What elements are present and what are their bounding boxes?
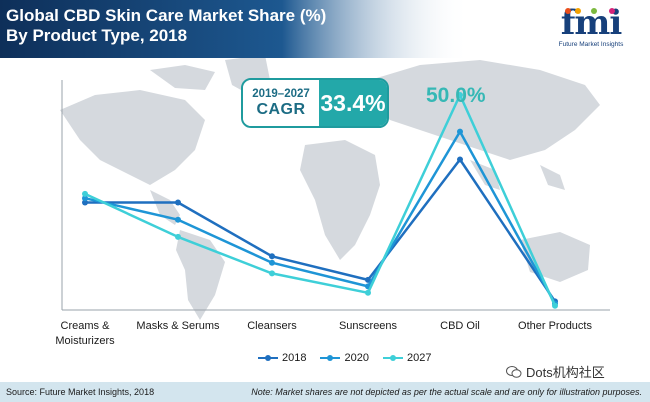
legend-swatch-2018 (258, 354, 278, 362)
series-line-2027 (84, 93, 557, 307)
point-2018-cleansers (269, 253, 275, 260)
x-tick-line: Sunscreens (338, 320, 398, 332)
x-tick-masks-serums: Masks & Serums (136, 319, 219, 334)
logo-mark: fmi (550, 6, 632, 40)
cagr-value: 33.4% (319, 80, 387, 126)
series-line-2018 (85, 158, 557, 303)
point-2027-sunscreens (365, 289, 371, 296)
point-2018-sunscreens (365, 276, 371, 283)
point-2027-masks-serums (175, 233, 181, 240)
legend-item-2018: 2018 (258, 352, 306, 364)
footer-bar: Source: Future Market Insights, 2018 Not… (0, 382, 650, 402)
x-tick-other-products: Other Products (518, 319, 592, 334)
watermark-text: Dots机构社区 (526, 365, 605, 380)
chart-header: Global CBD Skin Care Market Share (%) By… (6, 6, 326, 46)
x-tick-creams-moisturizers: Creams & Moisturizers (55, 319, 114, 349)
logo-dots-icon (565, 8, 615, 14)
legend-label-2027: 2027 (406, 352, 432, 364)
cagr-years: 2019–2027 (252, 87, 310, 100)
cagr-badge: 2019–2027 CAGR 33.4% (241, 78, 389, 128)
x-tick-line: Moisturizers (55, 335, 115, 347)
point-2027-cbd-oil (457, 92, 463, 98)
x-tick-line: Masks & Serums (136, 320, 220, 332)
cagr-word: CAGR (256, 100, 306, 118)
cbd-oil-peak-label: 50.0% (426, 84, 486, 107)
fmi-logo: fmi Future Market Insights (550, 6, 632, 48)
series-line-2020 (84, 130, 557, 305)
wechat-icon (506, 365, 522, 378)
footer-source: Source: Future Market Insights, 2018 (6, 387, 155, 397)
legend-swatch-2020 (320, 354, 341, 362)
point-2020-creams-moisturizers (82, 195, 88, 202)
legend-swatch-2027 (382, 354, 403, 362)
point-2018-masks-serums (175, 199, 181, 206)
x-tick-cleansers: Cleansers (247, 319, 297, 334)
point-2018-cbd-oil (457, 156, 463, 163)
cagr-label-box: 2019–2027 CAGR (243, 80, 319, 126)
x-tick-line: Other Products (518, 320, 592, 332)
point-2020-cbd-oil (457, 128, 463, 135)
legend: 2018 2020 2027 (258, 352, 431, 364)
x-tick-line: Creams & (60, 320, 110, 332)
legend-item-2020: 2020 (320, 352, 369, 364)
watermark: Dots机构社区 (506, 362, 605, 381)
point-2020-cleansers (269, 259, 275, 266)
legend-item-2027: 2027 (382, 352, 432, 364)
point-2018-creams-moisturizers (82, 199, 88, 206)
x-tick-line: CBD Oil (440, 320, 480, 332)
chart-subtitle: By Product Type, 2018 (6, 26, 188, 45)
point-2027-other-products (552, 302, 558, 309)
x-tick-sunscreens: Sunscreens (339, 319, 397, 334)
x-tick-cbd-oil: CBD Oil (440, 319, 480, 334)
footer-note: Note: Market shares are not depicted as … (251, 387, 642, 397)
logo-tagline: Future Market Insights (558, 41, 624, 48)
point-2020-masks-serums (175, 216, 181, 223)
chart-title: Global CBD Skin Care Market Share (%) (6, 6, 327, 25)
legend-label-2020: 2020 (344, 352, 369, 364)
x-tick-line: Cleansers (247, 320, 297, 332)
legend-label-2018: 2018 (282, 352, 307, 364)
point-2027-cleansers (269, 270, 275, 277)
point-2027-creams-moisturizers (82, 190, 88, 197)
